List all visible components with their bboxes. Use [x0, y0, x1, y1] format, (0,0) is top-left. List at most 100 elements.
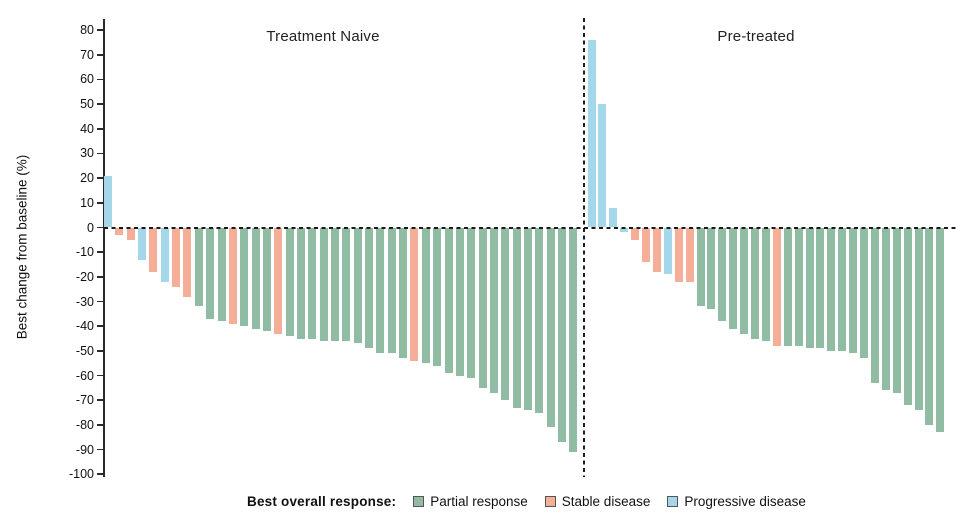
y-tick-label: -80	[75, 417, 94, 432]
y-tick-label: 30	[80, 146, 94, 161]
bar	[285, 227, 294, 337]
bar	[569, 227, 578, 452]
bar	[183, 227, 192, 297]
bar	[740, 227, 749, 334]
y-tick-label: -50	[75, 343, 94, 358]
y-tick-label: 40	[80, 121, 94, 136]
bar	[860, 227, 868, 359]
zero-baseline	[104, 227, 958, 229]
bar	[523, 227, 532, 411]
bar	[331, 227, 339, 341]
y-tick-label: -30	[75, 294, 94, 309]
bar	[674, 227, 683, 282]
bar	[308, 227, 317, 339]
y-axis-title: Best change from baseline (%)	[14, 154, 30, 340]
bar	[849, 227, 858, 354]
bar	[228, 227, 237, 324]
y-tick	[97, 350, 103, 352]
bar	[319, 227, 328, 341]
bar	[489, 227, 498, 393]
bar	[353, 227, 362, 344]
bar	[598, 104, 607, 228]
bar	[376, 227, 385, 354]
bar	[707, 227, 716, 309]
bar	[925, 227, 934, 425]
bar	[217, 227, 226, 322]
legend-item-stable-disease: Stable disease	[544, 494, 650, 509]
bar	[903, 227, 912, 406]
y-tick	[97, 399, 103, 401]
bar	[410, 227, 419, 361]
bar	[609, 207, 618, 228]
legend-title: Best overall response:	[247, 494, 397, 509]
y-tick	[97, 54, 103, 56]
bar	[652, 227, 661, 272]
y-tick	[97, 202, 103, 204]
bar	[240, 227, 249, 327]
bar	[365, 227, 374, 349]
bar	[827, 227, 836, 351]
y-tick-label: 0	[87, 220, 94, 235]
bar	[772, 227, 781, 346]
y-tick	[97, 300, 103, 303]
bar	[149, 227, 158, 272]
bar	[296, 227, 305, 339]
group-label-pre-treated: Pre-treated	[717, 28, 795, 45]
y-tick	[97, 78, 103, 81]
y-tick-label: -70	[75, 393, 94, 408]
y-tick-label: -40	[75, 319, 94, 334]
progressive-disease-swatch-icon	[667, 496, 679, 507]
bar	[172, 227, 181, 287]
y-tick-label: 10	[80, 195, 94, 210]
y-tick	[97, 374, 103, 377]
y-tick	[97, 251, 103, 253]
bar	[761, 227, 770, 341]
bar	[194, 227, 203, 307]
bar	[663, 227, 672, 275]
y-tick	[97, 128, 103, 130]
bar	[342, 227, 351, 341]
bar	[620, 227, 629, 233]
bar	[251, 227, 260, 329]
bar	[512, 227, 521, 408]
y-tick-label: -10	[75, 245, 94, 260]
partial-response-swatch-icon	[413, 496, 425, 507]
bar	[115, 227, 124, 235]
bar	[501, 227, 510, 401]
bar	[881, 227, 890, 391]
bar	[444, 227, 453, 374]
bar	[421, 227, 430, 364]
bar	[160, 227, 169, 282]
y-tick-label: 50	[80, 97, 94, 112]
bar	[455, 227, 464, 376]
bar	[558, 227, 566, 443]
bar	[206, 227, 215, 319]
y-tick-label: -100	[68, 467, 94, 482]
bar	[816, 227, 825, 349]
legend-item-progressive-disease: Progressive disease	[667, 494, 806, 509]
legend-item-partial-response: Partial response	[413, 494, 528, 509]
bar	[262, 227, 271, 332]
bar	[729, 227, 738, 329]
y-tick	[97, 325, 103, 327]
bar	[718, 227, 727, 322]
legend: Best overall response: Partial response …	[247, 494, 806, 509]
bar	[587, 40, 596, 228]
group-label-treatment-naive: Treatment Naive	[266, 28, 380, 45]
bar	[870, 227, 879, 383]
bar	[138, 227, 147, 260]
y-tick	[97, 448, 103, 451]
y-tick	[97, 177, 103, 179]
bar	[467, 227, 476, 378]
y-tick-label: -20	[75, 269, 94, 284]
bar	[685, 227, 694, 282]
bar	[805, 227, 814, 349]
bar	[274, 227, 283, 334]
y-tick-label: 80	[80, 23, 94, 38]
bar	[478, 227, 487, 388]
bar	[104, 175, 112, 228]
bar	[387, 227, 396, 354]
bar	[914, 227, 923, 411]
group-divider	[583, 18, 585, 477]
y-tick	[97, 29, 103, 31]
